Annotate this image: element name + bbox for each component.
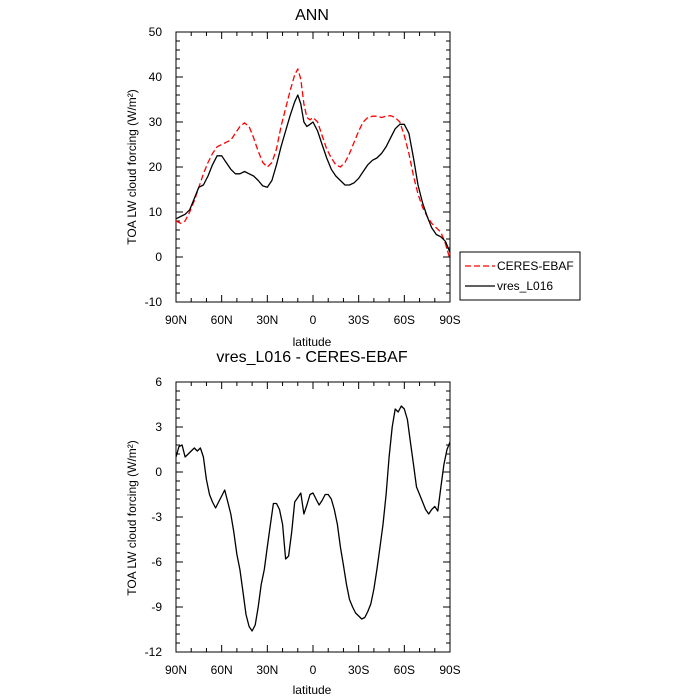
bottom-x-tick-label: 0 [310,663,317,677]
bottom-series-line-difference [175,405,451,632]
bottom-series-lines [175,405,451,632]
legend-label-vres-l016: vres_L016 [497,279,553,293]
top-chart-title: ANN [295,7,329,24]
top-x-tick-label: 90N [165,313,187,327]
top-y-tick-label: -10 [145,295,163,309]
top-axis-ticks: 90N 60N 30N 0 30S 60S 90S -10 0 10 20 30 40 50 [145,25,461,327]
legend: CERES-EBAF vres_L016 [459,251,581,301]
bottom-y-tick-label: -12 [145,645,163,659]
bottom-y-axis-label: TOA LW cloud forcing (W/m²) [125,440,139,596]
top-plot-frame [175,31,451,303]
bottom-y-tick-label: -6 [151,555,162,569]
top-y-tick-label: 40 [149,70,163,84]
top-x-tick-label: 0 [310,313,317,327]
legend-box [459,251,581,301]
top-panel: ANN latitude TOA LW cloud forcing (W/m²)… [125,7,461,349]
top-y-tick-label: 10 [149,205,163,219]
bottom-x-tick-label: 30S [348,663,369,677]
bottom-axis-ticks: 90N 60N 30N 0 30S 60S 90S -12 -9 -6 -3 0 3 6 [145,375,461,677]
bottom-y-tick-label: 6 [155,375,162,389]
bottom-chart-title: vres_L016 - CERES-EBAF [216,349,407,366]
top-series-line-ceres-ebaf [175,68,451,260]
top-x-tick-label: 60N [211,313,233,327]
top-series-lines [175,68,451,260]
bottom-y-tick-label: 0 [155,465,162,479]
top-x-tick-label: 90S [439,313,460,327]
top-y-tick-label: 50 [149,25,163,39]
bottom-x-tick-label: 60S [394,663,415,677]
bottom-panel: vres_L016 - CERES-EBAF latitude TOA LW c… [125,349,461,697]
legend-label-ceres-ebaf: CERES-EBAF [497,259,574,273]
bottom-x-tick-label: 90N [165,663,187,677]
top-y-axis-label: TOA LW cloud forcing (W/m²) [125,89,139,245]
bottom-y-tick-label: 3 [155,420,162,434]
bottom-x-axis-label: latitude [293,683,332,697]
top-y-tick-label: 20 [149,160,163,174]
top-x-tick-label: 60S [394,313,415,327]
top-x-tick-label: 30N [256,313,278,327]
top-y-tick-label: 30 [149,115,163,129]
bottom-x-tick-label: 90S [439,663,460,677]
bottom-plot-frame [175,381,451,653]
top-x-axis-label: latitude [293,335,332,349]
bottom-y-tick-label: -3 [151,510,162,524]
top-y-tick-label: 0 [155,250,162,264]
bottom-x-tick-label: 30N [256,663,278,677]
top-x-tick-label: 30S [348,313,369,327]
bottom-y-tick-label: -9 [151,600,162,614]
top-series-line-vres-l016 [175,94,451,253]
bottom-x-tick-label: 60N [211,663,233,677]
